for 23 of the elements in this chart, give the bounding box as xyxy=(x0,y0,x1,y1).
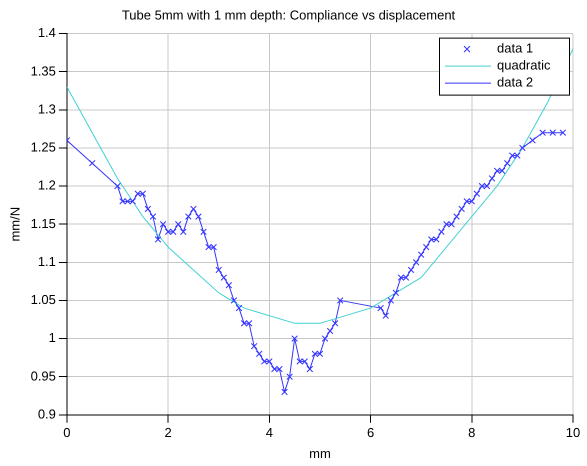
x-tick-label: 0 xyxy=(63,425,71,440)
x-tick-label: 10 xyxy=(566,425,580,440)
y-tick-label: 0.9 xyxy=(38,406,56,422)
x-axis-title: mm xyxy=(309,446,331,461)
legend-label: data 2 xyxy=(497,74,534,90)
y-tick-label: 1.05 xyxy=(30,292,56,308)
y-tick-label: 1.1 xyxy=(38,254,56,269)
y-tick-label: 1.25 xyxy=(30,140,56,155)
y-tick-label: 1.2 xyxy=(38,178,56,193)
legend-label: quadratic xyxy=(497,58,551,73)
y-tick-label: 1 xyxy=(48,330,56,346)
y-tick-label: 1.4 xyxy=(38,25,56,40)
x-tick-label: 6 xyxy=(366,425,374,440)
x-tick-label: 2 xyxy=(164,425,172,440)
x-tick-label: 4 xyxy=(266,425,273,440)
legend-label: data 1 xyxy=(497,40,534,56)
y-tick-label: 1.15 xyxy=(30,216,56,231)
y-tick-label: 1.35 xyxy=(30,63,56,78)
y-axis-title: mm/N xyxy=(7,206,22,242)
y-tick-label: 1.3 xyxy=(38,101,56,116)
chart-title: Tube 5mm with 1 mm depth: Compliance vs displacement xyxy=(122,7,456,22)
x-tick-label: 8 xyxy=(468,425,476,440)
y-tick-label: 0.95 xyxy=(30,368,56,384)
